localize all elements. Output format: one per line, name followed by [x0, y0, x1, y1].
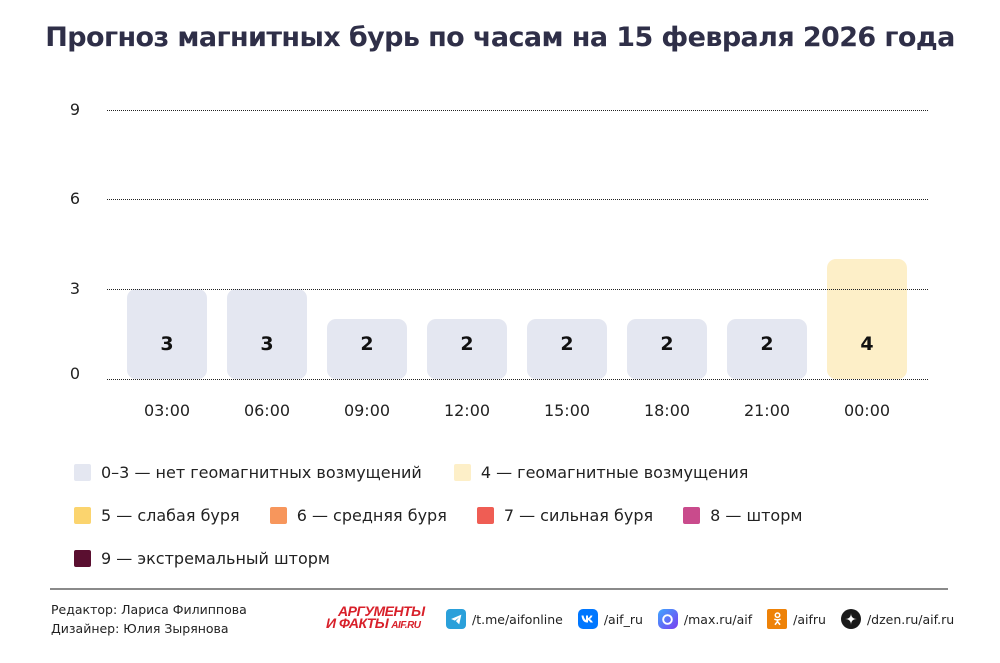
- y-tick-9: 9: [69, 100, 81, 119]
- legend-row-1: 0–3 — нет геомагнитных возмущений 4 — ге…: [74, 460, 778, 484]
- bar-value-label: 2: [560, 333, 574, 355]
- x-tick-label: 21:00: [743, 401, 791, 420]
- x-tick-label: 18:00: [643, 401, 691, 420]
- vk-icon: [577, 609, 598, 629]
- bar-value-label: 4: [860, 333, 874, 355]
- y-tick-6: 6: [69, 189, 81, 208]
- bar-value-label: 2: [460, 333, 474, 355]
- legend-swatch: [476, 506, 494, 524]
- x-tick-label: 03:00: [143, 401, 191, 420]
- gridline-6: [107, 199, 928, 200]
- credits: Редактор: Лариса Филиппова Дизайнер: Юли…: [51, 600, 247, 638]
- x-tick-label: 09:00: [343, 401, 391, 420]
- legend-row-3: 9 — экстремальный шторм: [74, 546, 360, 570]
- max-icon: [657, 609, 678, 629]
- aif-logo[interactable]: АРГУМЕНТЫ И ФАКТЫ AIF.RU: [326, 603, 436, 631]
- gridline-3: [107, 289, 928, 290]
- logo-line-2: И ФАКТЫ AIF.RU: [326, 615, 421, 631]
- legend-label: 9 — экстремальный шторм: [101, 548, 330, 568]
- legend-swatch: [74, 506, 91, 524]
- legend-item-9: 9 — экстремальный шторм: [74, 549, 330, 568]
- legend-item-8: 8 — шторм: [683, 506, 802, 525]
- gridline-9: [107, 110, 928, 111]
- social-link-text: /dzen.ru/aif.ru: [866, 611, 955, 627]
- bar-21-00: 2: [727, 319, 807, 379]
- legend-swatch: [269, 506, 287, 524]
- legend-label: 5 — слабая буря: [101, 505, 240, 525]
- legend-label: 0–3 — нет геомагнитных возмущений: [101, 462, 422, 482]
- social-link-text: /max.ru/aif: [683, 611, 753, 627]
- social-link-dzen[interactable]: /dzen.ru/aif.ru: [840, 609, 955, 629]
- x-tick-label: 00:00: [843, 401, 891, 420]
- social-link-text: /aifru: [793, 611, 826, 627]
- legend-label: 4 — геомагнитные возмущения: [480, 462, 749, 482]
- designer-credit: Дизайнер: Юлия Зырянова: [51, 621, 229, 636]
- social-link-telegram[interactable]: /t.me/aifonline: [446, 609, 563, 629]
- bar-18-00: 2: [627, 319, 707, 379]
- social-link-text: /t.me/aifonline: [472, 611, 563, 627]
- legend-swatch: [683, 506, 701, 524]
- social-link-max[interactable]: /max.ru/aif: [657, 609, 753, 629]
- bar-00-00: 4: [827, 259, 907, 379]
- legend-item-0-3: 0–3 — нет геомагнитных возмущений: [74, 463, 422, 482]
- bar-06-00: 3: [227, 289, 307, 379]
- bar-12-00: 2: [427, 319, 507, 379]
- logo-line-2-text: И ФАКТЫ: [326, 615, 389, 631]
- editor-credit: Редактор: Лариса Филиппова: [51, 602, 247, 617]
- legend-label: 7 — сильная буря: [503, 505, 654, 525]
- telegram-icon: [446, 609, 466, 629]
- y-tick-0: 0: [69, 364, 81, 383]
- legend-item-5: 5 — слабая буря: [74, 506, 240, 525]
- logo-line-1: АРГУМЕНТЫ: [338, 603, 425, 619]
- legend-swatch: [74, 463, 91, 481]
- odnoklassniki-icon: [767, 609, 788, 629]
- legend-item-7: 7 — сильная буря: [476, 505, 654, 525]
- legend-label: 8 — шторм: [710, 505, 803, 525]
- legend-item-4: 4 — геомагнитные возмущения: [453, 462, 749, 482]
- legend-label: 6 — средняя буря: [296, 505, 447, 525]
- social-link-text: /aif_ru: [603, 611, 643, 627]
- chart-title: Прогноз магнитных бурь по часам на 15 фе…: [45, 22, 955, 53]
- x-tick-label: 12:00: [443, 401, 491, 420]
- footer-divider: [50, 588, 948, 590]
- legend-row-2: 5 — слабая буря 6 — средняя буря 7 — сил…: [74, 503, 832, 527]
- x-tick-label: 15:00: [543, 401, 591, 420]
- dzen-icon: [840, 609, 861, 629]
- logo-site: AIF.RU: [391, 620, 421, 631]
- bar-09-00: 2: [327, 319, 407, 379]
- bar-value-label: 2: [360, 333, 374, 355]
- legend-swatch: [74, 549, 91, 567]
- legend-item-6: 6 — средняя буря: [269, 505, 447, 525]
- y-tick-3: 3: [69, 279, 81, 298]
- legend-swatch: [453, 463, 471, 481]
- social-link-odnoklassniki[interactable]: /aifru: [767, 609, 826, 629]
- social-links: /t.me/aifonline /aif_ru /max.ru/aif /aif…: [446, 607, 969, 631]
- bar-03-00: 3: [127, 289, 207, 379]
- bar-value-label: 3: [160, 333, 174, 355]
- social-link-vk[interactable]: /aif_ru: [577, 609, 643, 629]
- bar-value-label: 2: [660, 333, 674, 355]
- bar-15-00: 2: [527, 319, 607, 379]
- x-tick-label: 06:00: [243, 401, 291, 420]
- bar-value-label: 3: [260, 333, 274, 355]
- bar-value-label: 2: [760, 333, 774, 355]
- gridline-0: [107, 379, 928, 380]
- bar-chart: 9 6 3 0 3 3 2 2 2 2 2 4 03:00 06:00 09:0…: [69, 100, 928, 420]
